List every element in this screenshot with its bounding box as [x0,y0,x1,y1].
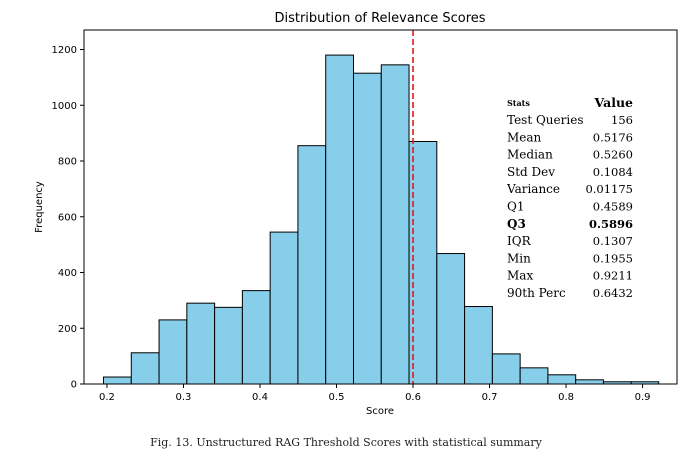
x-tick-label: 0.5 [329,392,345,403]
x-tick-label: 0.4 [252,392,268,403]
histogram-bar [352,72,382,385]
figure-caption: Fig. 13. Unstructured RAG Threshold Scor… [150,436,542,449]
stats-row-value: 0.4589 [593,200,633,214]
stats-row-value: 0.5176 [593,130,633,144]
histogram-bar [130,352,160,385]
stats-row-label: Test Queries [507,113,583,127]
histogram-bar [158,319,188,385]
y-tick-label: 200 [58,324,77,335]
stats-row-label: Std Dev [507,165,555,179]
stats-row-label: Min [507,251,531,265]
stats-row-label: IQR [507,234,532,248]
histogram-bar [325,54,354,385]
stats-table: Stats Value Test Queries 156 Mean 0.5176 Media… [506,95,633,300]
stats-row-value: 0.1307 [593,234,633,248]
stats-row-value: 0.1084 [593,165,633,179]
histogram-bar [575,379,604,385]
relevance-histogram-chart: Distribution of Relevance Scores 0.2 0.3 0… [34,11,678,417]
y-tick-label: 400 [58,268,77,279]
stats-row-value: 0.6432 [593,286,633,300]
x-tick-label: 0.7 [482,392,498,403]
plot-frame [83,29,678,385]
stats-row-label: Variance [506,182,560,196]
stats-row-label: Q1 [507,200,524,214]
y-tick-label: 1200 [52,45,77,56]
y-axis-ticks: 0 200 400 600 800 1000 1200 [52,45,84,391]
histogram-bar [297,145,327,385]
histogram-bar [464,306,493,385]
histogram-bar [547,374,577,385]
histogram-bar [436,253,466,385]
histogram-bar [269,231,299,385]
x-tick-label: 0.2 [99,392,115,403]
histogram-bar [186,302,216,385]
y-tick-label: 600 [58,212,77,223]
histogram-bar [380,64,410,385]
stats-row-label: 90th Perc [507,286,566,300]
stats-row-value: 0.9211 [593,269,633,283]
stats-header-value: Value [594,95,633,110]
stats-row-value: 0.01175 [585,182,633,196]
x-axis-label: Score [366,406,394,417]
x-tick-label: 0.9 [635,392,651,403]
histogram-bar [214,306,243,385]
histogram-bar [519,367,549,385]
histogram-bar [408,140,438,385]
histogram-bar [491,353,521,385]
histogram-bar [103,376,132,385]
stats-row-value: 0.1955 [593,251,633,265]
x-tick-label: 0.6 [405,392,421,403]
stats-row-value: 0.5896 [589,217,633,231]
stats-row-label: Mean [507,130,542,144]
y-tick-label: 0 [71,380,77,391]
stats-row-value: 156 [611,113,633,127]
chart-title: Distribution of Relevance Scores [274,11,485,26]
y-axis-label: Frequency [34,181,45,233]
stats-row-label: Max [507,269,533,283]
stats-row-label: Q3 [507,217,526,231]
y-tick-label: 1000 [52,101,77,112]
stats-row-label: Median [507,148,553,162]
x-tick-label: 0.3 [176,392,192,403]
histogram-bar [241,290,271,385]
y-tick-label: 800 [58,157,77,168]
stats-row-value: 0.5260 [593,148,633,162]
x-tick-label: 0.8 [558,392,574,403]
histogram-bars [103,54,660,385]
x-axis-ticks: 0.2 0.3 0.4 0.5 0.6 0.7 0.8 0.9 [99,384,651,403]
stats-header-label: Stats [507,98,530,108]
